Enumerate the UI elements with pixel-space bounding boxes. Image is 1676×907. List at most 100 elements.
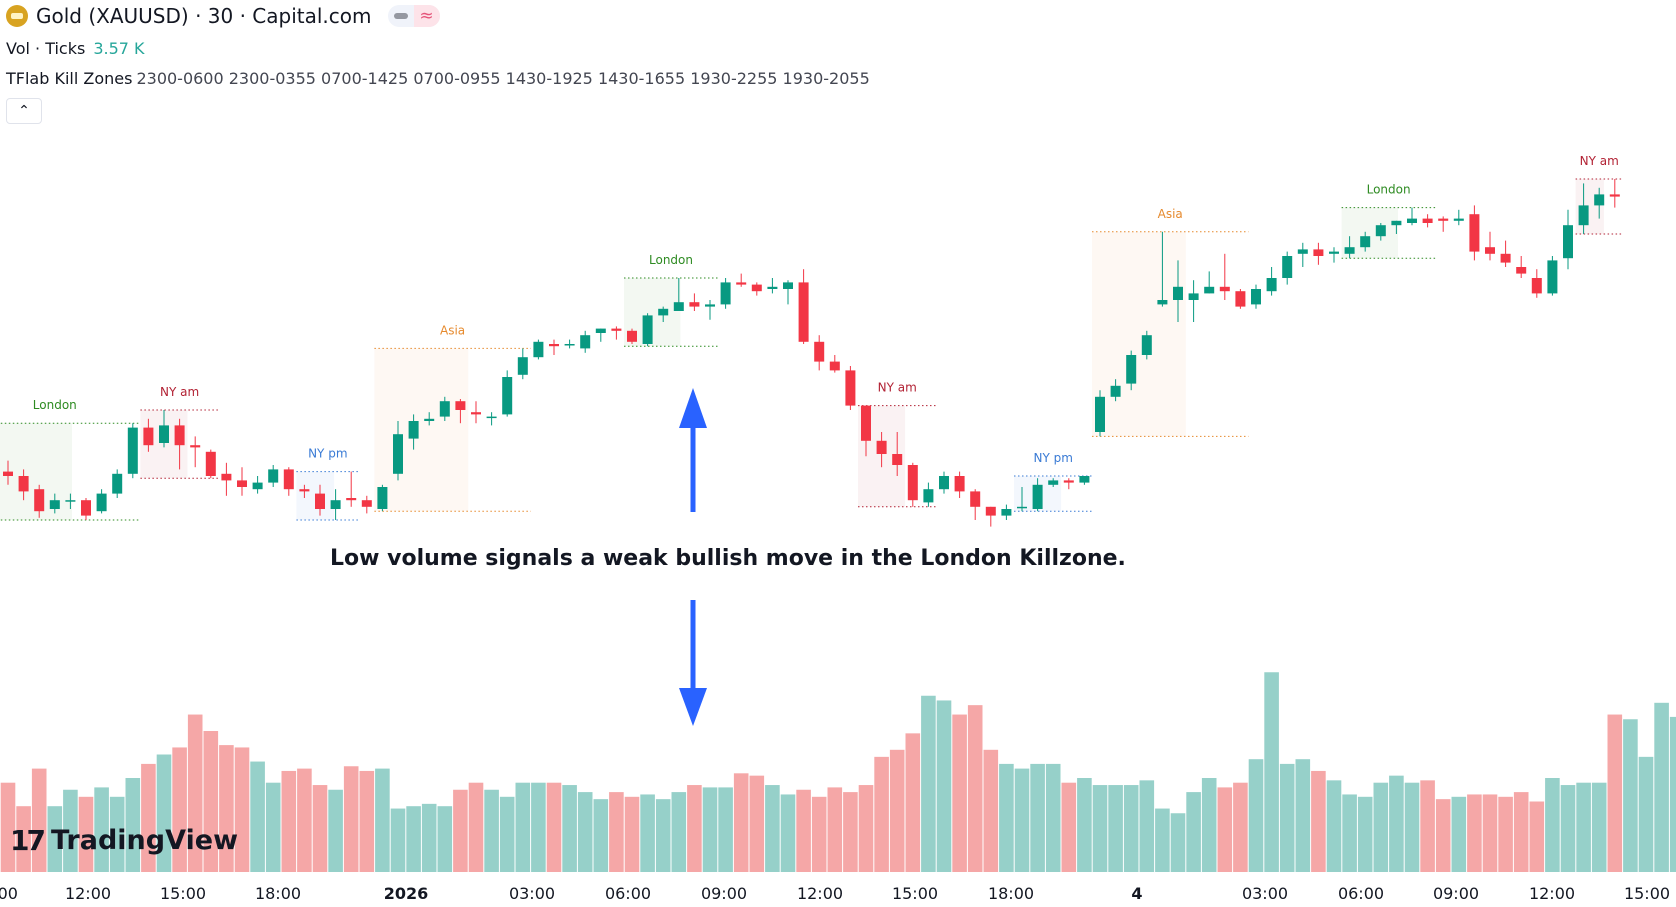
wave-icon[interactable]: ≈	[413, 5, 440, 27]
candle-body	[923, 489, 934, 503]
candle-body	[1188, 293, 1199, 300]
volume-bar	[1248, 759, 1264, 872]
candle-body	[580, 335, 591, 349]
candle-body	[517, 357, 528, 375]
volume-bar	[593, 799, 609, 872]
candle-body	[985, 506, 996, 516]
candle-body	[1391, 220, 1402, 226]
volume-bar	[406, 806, 421, 872]
candle-body	[1329, 251, 1339, 254]
minus-icon[interactable]	[388, 5, 414, 27]
volume-bar	[468, 782, 484, 872]
volume-bar	[702, 787, 718, 872]
x-tick-label: 09:00	[1433, 884, 1479, 903]
volume-bar	[905, 733, 921, 872]
volume-bar	[1123, 785, 1139, 872]
volume-bar	[453, 789, 468, 872]
volume-bar	[921, 695, 936, 872]
volume-bar	[375, 768, 390, 872]
candle-body	[1001, 509, 1012, 516]
volume-bar	[1061, 782, 1077, 872]
candle-body	[1173, 286, 1183, 300]
volume-bar	[1326, 780, 1342, 872]
killzone-label: NY am	[1580, 154, 1619, 168]
candle-body	[237, 480, 247, 487]
x-tick-label: 15:00	[160, 884, 206, 903]
candle-body	[190, 445, 201, 448]
x-tick-label: 18:00	[988, 884, 1034, 903]
volume-bar	[390, 808, 406, 872]
candle-body	[1095, 396, 1105, 432]
volume-bar	[1139, 780, 1155, 872]
candle-body	[658, 308, 669, 316]
candle-body	[1251, 289, 1261, 305]
volume-bar	[843, 792, 858, 872]
volume-legend: Vol · Ticks 3.57 K	[6, 39, 145, 58]
volume-bar	[1451, 796, 1467, 872]
candle-body	[159, 425, 169, 443]
volume-bar	[546, 782, 562, 872]
candle-body	[1609, 194, 1620, 197]
volume-bar	[1513, 792, 1529, 872]
volume-bar	[281, 770, 297, 872]
volume-bar	[1654, 702, 1669, 872]
x-tick-label: 06:00	[1338, 884, 1384, 903]
candle-body	[486, 416, 497, 419]
x-tick-label: 12:00	[797, 884, 843, 903]
candle-body	[642, 315, 653, 344]
candle-body	[814, 341, 825, 362]
candle-body	[1407, 218, 1417, 223]
candle-body	[1516, 267, 1527, 274]
candle-body	[627, 330, 637, 342]
volume-bar	[765, 785, 780, 872]
candle-body	[81, 500, 91, 516]
volume-bar	[1186, 792, 1201, 872]
volume-bar	[936, 700, 952, 872]
volume-bar	[1607, 714, 1623, 872]
volume-bar	[1404, 782, 1420, 872]
volume-bar	[94, 787, 109, 872]
candle-body	[1344, 247, 1355, 254]
x-tick-label: 12:00	[1529, 884, 1575, 903]
volume-bar	[1077, 778, 1092, 872]
candle-body	[471, 412, 481, 415]
tradingview-logo[interactable]: 17 TradingView	[10, 824, 238, 857]
candle-body	[174, 425, 185, 446]
candle-body	[549, 344, 559, 347]
indicator-name[interactable]: TFlab Kill Zones	[6, 69, 133, 88]
x-tick-label: 15:00	[892, 884, 938, 903]
volume-bar	[203, 731, 219, 872]
killzone-box	[374, 348, 469, 512]
candle-body	[1531, 278, 1542, 294]
candle-body	[1469, 214, 1480, 252]
volume-bar	[1467, 794, 1482, 872]
candle-body	[65, 500, 76, 502]
volume-bar	[1669, 716, 1676, 872]
candle-body	[783, 282, 793, 289]
collapse-legend-button[interactable]: ⌃	[6, 98, 42, 124]
x-tick-label: 2026	[384, 884, 429, 903]
candle-body	[424, 418, 435, 421]
candle-body	[1297, 249, 1308, 254]
volume-bar	[328, 789, 343, 872]
candle-body	[736, 282, 747, 285]
volume-bar	[219, 745, 234, 872]
candle-body	[1500, 253, 1511, 263]
volume-bar	[78, 796, 94, 872]
volume-label[interactable]: Vol · Ticks	[6, 39, 86, 58]
candle-body	[455, 401, 466, 410]
candle-body	[1141, 335, 1152, 355]
candle-body	[954, 476, 965, 492]
compare-pill[interactable]: ≈	[387, 5, 440, 27]
killzone-box	[1092, 231, 1186, 437]
volume-bar	[1014, 768, 1030, 872]
candle-body	[1157, 300, 1168, 305]
symbol-title[interactable]: Gold (XAUUSD) · 30 · Capital.com	[36, 4, 372, 28]
candle-body	[1204, 286, 1215, 294]
x-tick-label: 4	[1131, 884, 1142, 903]
volume-bar	[109, 796, 125, 872]
candle-body	[1219, 286, 1230, 292]
candle-body	[705, 304, 715, 307]
